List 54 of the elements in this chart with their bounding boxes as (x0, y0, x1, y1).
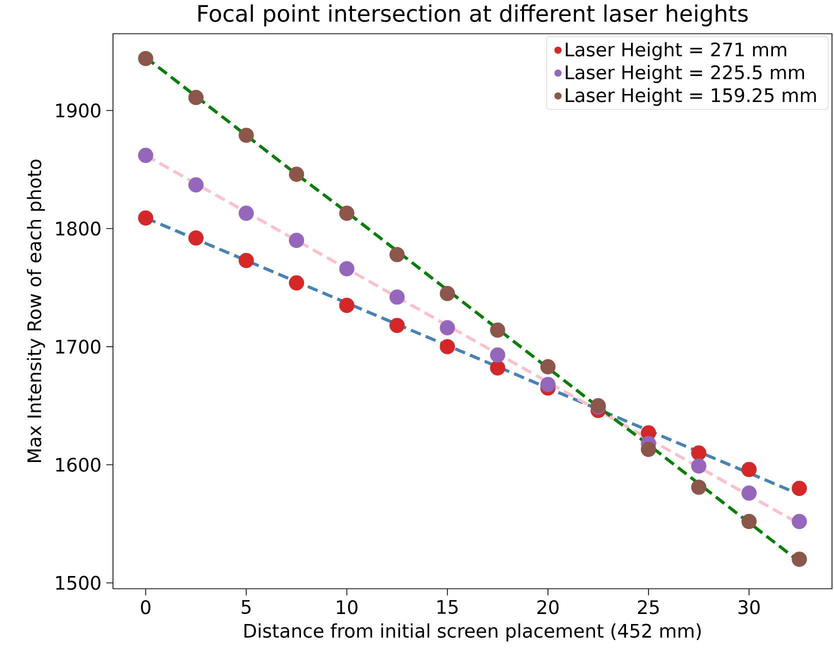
point (490, 347, 506, 363)
point (138, 148, 154, 164)
point (188, 177, 204, 193)
point (339, 298, 354, 314)
point (691, 480, 706, 495)
point (440, 339, 455, 354)
legend-label: Laser Height = 271 mm (566, 42, 786, 60)
y-tick-label: 1800 (56, 222, 100, 236)
x-tick-label: 10 (336, 600, 358, 614)
y-tick-label: 1600 (56, 458, 100, 472)
y-tick-label: 1900 (56, 104, 100, 118)
point (490, 360, 506, 376)
point (741, 514, 757, 530)
point (389, 318, 405, 334)
x-tick-label: 5 (242, 600, 251, 614)
point (389, 290, 405, 305)
legend-label: Laser Height = 159.25 mm (566, 88, 816, 106)
chart-title: Focal point intersection at different laser heights (198, 4, 748, 26)
point (288, 166, 304, 182)
point (389, 247, 405, 262)
legend-label: Laser Height = 225.5 mm (566, 65, 804, 84)
point (288, 232, 304, 248)
point (138, 210, 154, 226)
x-tick-label: 20 (537, 600, 559, 614)
point (440, 320, 455, 336)
x-tick-label: 0 (140, 600, 150, 614)
point (288, 275, 304, 291)
point (238, 128, 254, 144)
x-tick-label: 30 (738, 600, 760, 614)
point (741, 462, 757, 478)
x-tick-label: 25 (638, 600, 659, 614)
point (339, 261, 354, 276)
point (540, 359, 556, 374)
point (490, 322, 506, 338)
point (792, 514, 807, 530)
y-tick-label: 1500 (56, 576, 100, 590)
point (238, 252, 254, 268)
point (188, 230, 204, 246)
point (138, 51, 154, 66)
point (238, 206, 254, 221)
point (792, 480, 807, 496)
point (440, 286, 455, 302)
point (540, 376, 556, 392)
point (741, 486, 757, 501)
x-axis-title: Distance from initial screen placement (452 mm) (244, 624, 701, 642)
point (691, 445, 706, 461)
y-axis-title: Max Intensity Row of each photo (26, 160, 45, 462)
point (339, 206, 354, 221)
point (640, 442, 656, 458)
y-tick-label: 1700 (56, 340, 100, 354)
point (691, 458, 706, 474)
point (792, 552, 807, 567)
point (188, 90, 204, 106)
x-tick-label: 15 (438, 600, 458, 614)
